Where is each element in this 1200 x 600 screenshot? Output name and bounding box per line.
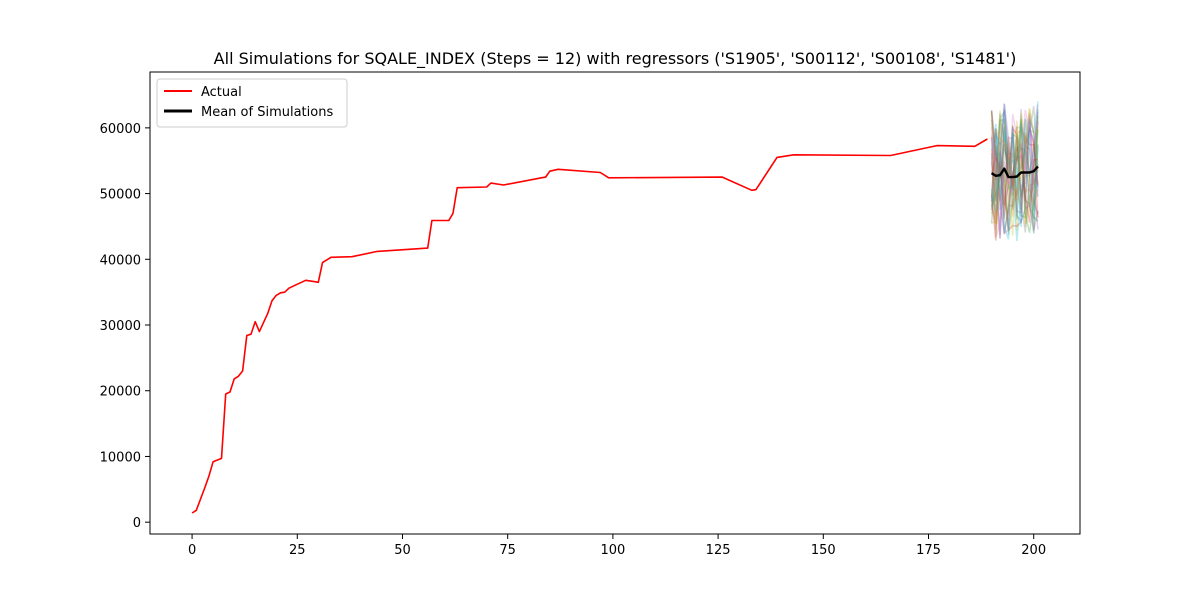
simulation-line [990,128,1039,222]
x-tick-label: 75 [499,543,516,558]
y-tick-label: 50000 [100,188,141,203]
simulation-line [990,137,1039,238]
simulation-line [990,109,1039,224]
simulation-lines [990,101,1039,242]
simulation-line [990,105,1039,240]
simulation-line [990,136,1038,223]
y-axis: 0 10000 20000 30000 40000 50000 60000 [100,122,150,531]
simulation-line [991,109,1039,236]
legend-label-mean: Mean of Simulations [201,105,333,120]
legend: Actual Mean of Simulations [156,78,348,128]
simulation-line [990,119,1039,235]
actual-series-line [191,138,988,514]
x-tick-label: 125 [706,543,731,558]
simulation-line [990,120,1039,234]
simulation-line [990,112,1039,239]
x-tick-label: 100 [600,543,625,558]
simulation-line [990,103,1039,220]
simulation-line [990,124,1039,240]
y-tick-label: 10000 [100,450,141,465]
mean-series-line [990,165,1039,179]
x-tick-label: 25 [289,543,306,558]
simulation-line [990,111,1039,218]
simulation-line [990,114,1039,230]
simulation-line [990,115,1039,231]
simulation-line [990,113,1039,224]
series-lines [191,138,1039,514]
simulation-line [990,119,1039,219]
y-tick-label: 40000 [100,253,141,268]
simulation-line [990,109,1039,233]
x-tick-label: 0 [188,543,196,558]
simulation-line [990,104,1039,236]
y-tick-label: 30000 [100,319,141,334]
simulation-line [990,101,1039,242]
simulation-line [990,109,1039,233]
simulation-line [990,126,1039,215]
x-tick-label: 50 [394,543,411,558]
y-tick-label: 60000 [100,122,141,137]
x-tick-label: 150 [811,543,836,558]
plot-area-frame [149,71,1081,535]
simulation-line [990,111,1039,234]
simulation-line [990,126,1039,224]
legend-label-actual: Actual [201,85,242,100]
x-tick-label: 175 [916,543,941,558]
chart-title: All Simulations for SQALE_INDEX (Steps =… [214,49,1017,69]
simulation-line [990,104,1039,231]
x-tick-label: 200 [1021,543,1046,558]
legend-box [156,78,348,128]
simulation-line [990,111,1039,231]
simulation-line [990,118,1039,234]
x-axis: 0 25 50 75 100 125 150 175 200 [188,534,1046,558]
simulation-line [990,107,1039,238]
y-tick-label: 20000 [100,385,141,400]
simulation-line [990,109,1039,236]
y-tick-label: 0 [133,516,141,531]
